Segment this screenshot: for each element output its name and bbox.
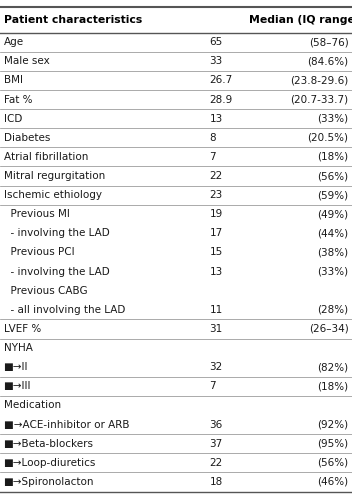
Text: (92%): (92%) — [318, 419, 348, 430]
Text: (58–76): (58–76) — [309, 37, 348, 47]
Text: 7: 7 — [209, 381, 216, 391]
Text: Male sex: Male sex — [4, 56, 49, 66]
Text: (49%): (49%) — [318, 209, 348, 219]
Text: Medication: Medication — [4, 401, 61, 411]
Text: 13: 13 — [209, 114, 223, 124]
Text: (82%): (82%) — [318, 362, 348, 372]
Text: 28.9: 28.9 — [209, 94, 233, 105]
Text: Previous CABG: Previous CABG — [4, 286, 87, 296]
Text: Age: Age — [4, 37, 24, 47]
Text: 17: 17 — [209, 228, 223, 239]
Text: (95%): (95%) — [318, 439, 348, 449]
Text: (38%): (38%) — [318, 247, 348, 257]
Text: Atrial fibrillation: Atrial fibrillation — [4, 152, 88, 162]
Text: ■→Spironolacton: ■→Spironolacton — [4, 477, 94, 487]
Text: ■→III: ■→III — [4, 381, 31, 391]
Text: (44%): (44%) — [318, 228, 348, 239]
Text: 31: 31 — [209, 324, 223, 334]
Text: NYHA: NYHA — [4, 343, 32, 353]
Text: ■→Beta-blockers: ■→Beta-blockers — [4, 439, 94, 449]
Text: ■→ACE-inhibitor or ARB: ■→ACE-inhibitor or ARB — [4, 419, 129, 430]
Text: ■→Loop-diuretics: ■→Loop-diuretics — [4, 458, 96, 468]
Text: Fat %: Fat % — [4, 94, 32, 105]
Text: (20.7-33.7): (20.7-33.7) — [290, 94, 348, 105]
Text: ■→II: ■→II — [4, 362, 28, 372]
Text: 33: 33 — [209, 56, 223, 66]
Text: 22: 22 — [209, 171, 223, 181]
Text: - involving the LAD: - involving the LAD — [4, 267, 109, 277]
Text: 32: 32 — [209, 362, 223, 372]
Text: 11: 11 — [209, 305, 223, 315]
Text: (56%): (56%) — [318, 458, 348, 468]
Text: (18%): (18%) — [318, 152, 348, 162]
Text: (23.8-29.6): (23.8-29.6) — [290, 76, 348, 85]
Text: 36: 36 — [209, 419, 223, 430]
Text: 15: 15 — [209, 247, 223, 257]
Text: Patient characteristics: Patient characteristics — [4, 15, 142, 25]
Text: (33%): (33%) — [318, 114, 348, 124]
Text: 37: 37 — [209, 439, 223, 449]
Text: Previous PCI: Previous PCI — [4, 247, 74, 257]
Text: LVEF %: LVEF % — [4, 324, 41, 334]
Text: (59%): (59%) — [318, 190, 348, 200]
Text: 7: 7 — [209, 152, 216, 162]
Text: (33%): (33%) — [318, 267, 348, 277]
Text: 8: 8 — [209, 133, 216, 143]
Text: ICD: ICD — [4, 114, 22, 124]
Text: - involving the LAD: - involving the LAD — [4, 228, 109, 239]
Text: 23: 23 — [209, 190, 223, 200]
Text: (20.5%): (20.5%) — [308, 133, 348, 143]
Text: 18: 18 — [209, 477, 223, 487]
Text: 22: 22 — [209, 458, 223, 468]
Text: Median (IQ range): Median (IQ range) — [249, 15, 352, 25]
Text: - all involving the LAD: - all involving the LAD — [4, 305, 125, 315]
Text: 26.7: 26.7 — [209, 76, 233, 85]
Text: Mitral regurgitation: Mitral regurgitation — [4, 171, 105, 181]
Text: (84.6%): (84.6%) — [307, 56, 348, 66]
Text: (46%): (46%) — [318, 477, 348, 487]
Text: 13: 13 — [209, 267, 223, 277]
Text: Diabetes: Diabetes — [4, 133, 50, 143]
Text: Ischemic ethiology: Ischemic ethiology — [4, 190, 101, 200]
Text: (18%): (18%) — [318, 381, 348, 391]
Text: 19: 19 — [209, 209, 223, 219]
Text: (26–34): (26–34) — [309, 324, 348, 334]
Text: (56%): (56%) — [318, 171, 348, 181]
Text: Previous MI: Previous MI — [4, 209, 69, 219]
Text: 65: 65 — [209, 37, 223, 47]
Text: BMI: BMI — [4, 76, 23, 85]
Text: (28%): (28%) — [318, 305, 348, 315]
